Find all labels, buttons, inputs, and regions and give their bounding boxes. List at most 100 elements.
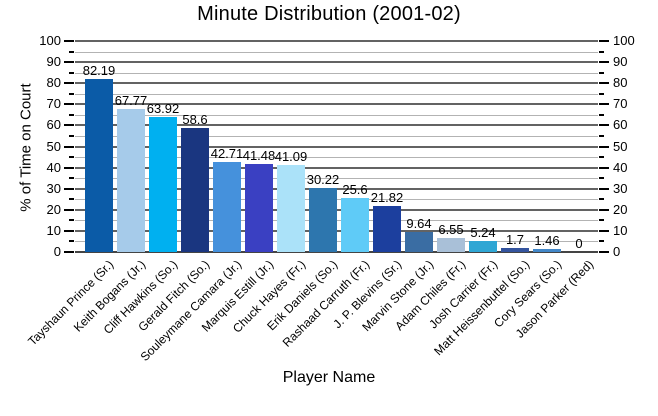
y-tick-left — [69, 50, 74, 53]
bar — [277, 165, 305, 252]
gridline-major — [75, 145, 598, 148]
y-tick-left — [64, 145, 74, 148]
x-axis-title: Player Name — [282, 369, 376, 386]
y-tick-right — [599, 82, 609, 85]
bar-value-label: 6.55 — [438, 222, 464, 238]
y-tick-right — [599, 92, 604, 95]
y-tick-right — [599, 124, 609, 127]
bar-value-label: 42.71 — [210, 145, 244, 161]
y-tick-left — [69, 156, 74, 159]
chart-title: Minute Distribution (2001-02) — [197, 3, 461, 25]
bar-value-label: 82.19 — [82, 62, 116, 78]
bar — [533, 248, 561, 252]
gridline-major — [75, 166, 598, 169]
gridline-minor — [75, 157, 598, 159]
bar-value-label: 58.6 — [182, 112, 208, 128]
y-tick-left — [69, 219, 74, 222]
y-tick-left — [64, 103, 74, 106]
y-tick-left — [64, 187, 74, 190]
gridline-minor — [75, 178, 598, 180]
gridline-minor — [75, 51, 598, 53]
bar-value-label: 0 — [575, 236, 583, 251]
y-tick-left — [69, 134, 74, 137]
y-tick-left — [64, 166, 74, 169]
gridline-minor — [75, 114, 598, 116]
y-tick-left — [69, 92, 74, 95]
y-tick-left — [69, 198, 74, 201]
y-tick-label-right: 100 — [613, 33, 635, 48]
bar-value-label: 21.82 — [370, 189, 404, 205]
y-tick-label-right: 10 — [613, 222, 628, 238]
bar — [117, 109, 145, 252]
y-tick-left — [64, 229, 74, 232]
gridline-major — [75, 82, 598, 85]
y-tick-right — [599, 229, 609, 232]
bar — [85, 78, 113, 252]
gridline-minor — [75, 72, 598, 74]
bar-value-label: 1.7 — [505, 232, 525, 248]
y-tick-left — [69, 177, 74, 180]
bar — [213, 161, 241, 252]
bar — [437, 238, 465, 252]
y-tick-right — [599, 251, 609, 253]
y-tick-left — [64, 82, 74, 85]
bar — [405, 231, 433, 252]
gridline-minor — [75, 135, 598, 137]
y-tick-right — [599, 177, 604, 180]
y-tick-right — [599, 156, 604, 159]
bar-value-label: 25.6 — [342, 181, 368, 197]
y-tick-right — [599, 40, 609, 42]
y-tick-label-right: 30 — [613, 180, 628, 196]
bar — [373, 205, 401, 252]
bar — [469, 240, 497, 252]
y-tick-right — [599, 208, 609, 211]
y-tick-right — [599, 145, 609, 148]
y-tick-right — [599, 166, 609, 169]
y-axis-title: % of Time on Court — [17, 83, 35, 212]
y-tick-label-right: 60 — [613, 117, 628, 133]
gridline-major — [75, 61, 598, 64]
y-tick-left — [64, 124, 74, 127]
bar-value-label: 41.09 — [274, 149, 308, 165]
bar-value-label: 63.92 — [146, 101, 180, 117]
bar — [181, 128, 209, 252]
bar-value-label: 67.77 — [114, 93, 148, 109]
y-tick-label-right: 50 — [613, 138, 628, 154]
y-tick-label-right: 20 — [613, 201, 628, 217]
gridline-major — [75, 40, 598, 42]
y-tick-left — [64, 251, 74, 253]
bar — [341, 197, 369, 252]
bar — [309, 188, 337, 252]
bar-value-label: 5.24 — [470, 224, 496, 240]
bar-value-label: 1.46 — [534, 232, 560, 248]
y-tick-left — [64, 40, 74, 42]
y-tick-right — [599, 134, 604, 137]
plot-area: 82.19 67.77 63.92 58.6 42.71 41.48 41.09 30.22 2… — [75, 40, 598, 253]
y-tick-label-right: 0 — [613, 244, 621, 259]
y-tick-right — [599, 50, 604, 53]
y-tick-label-right: 80 — [613, 75, 628, 91]
bar — [501, 248, 529, 252]
y-tick-label-right: 90 — [613, 54, 628, 70]
y-tick-right — [599, 61, 609, 64]
bar — [149, 117, 177, 252]
y-tick-right — [599, 219, 604, 222]
y-tick-right — [599, 187, 609, 190]
y-tick-label-right: 40 — [613, 159, 628, 175]
bar-value-label: 41.48 — [242, 148, 276, 164]
bar-value-label: 30.22 — [306, 172, 340, 188]
gridline-major — [75, 103, 598, 106]
y-tick-right — [599, 113, 604, 116]
y-tick-left — [69, 113, 74, 116]
y-tick-right — [599, 198, 604, 201]
bar — [245, 164, 273, 252]
gridline-major — [75, 124, 598, 127]
bar-value-label: 9.64 — [406, 215, 432, 231]
y-tick-left — [69, 240, 74, 243]
y-tick-right — [599, 71, 604, 74]
y-tick-label-right: 70 — [613, 96, 628, 112]
gridline-minor — [75, 93, 598, 95]
x-axis-line — [75, 251, 598, 253]
y-tick-right — [599, 103, 609, 106]
